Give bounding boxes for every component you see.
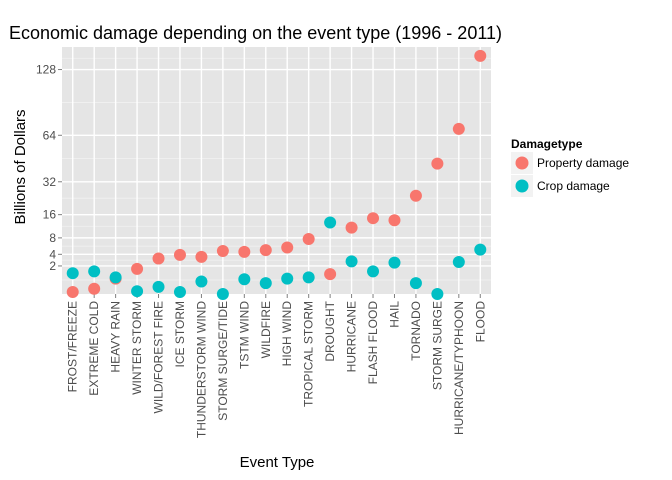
- crop-damage-point: [152, 280, 165, 293]
- x-tick-label: EXTREME COLD: [87, 301, 101, 396]
- property-damage-point: [66, 286, 79, 299]
- crop-damage-point: [195, 275, 208, 288]
- x-tick-label: STORM SURGE/TIDE: [216, 301, 230, 421]
- legend-swatch: [515, 179, 529, 193]
- crop-damage-point: [409, 277, 422, 290]
- crop-damage-point: [324, 216, 337, 229]
- legend-label: Crop damage: [537, 179, 610, 193]
- chart-title: Economic damage depending on the event t…: [9, 23, 502, 43]
- property-damage-point: [131, 262, 144, 275]
- x-tick-label: DROUGHT: [323, 300, 337, 361]
- property-damage-point: [345, 221, 358, 234]
- data-points: [66, 49, 487, 300]
- legend-items: Property damage Crop damage: [511, 152, 629, 197]
- y-axis-title: Billions of Dollars: [12, 109, 29, 224]
- legend-title: Damagetype: [511, 137, 583, 151]
- crop-damage-point: [259, 277, 272, 290]
- x-axis-title: Event Type: [240, 454, 315, 471]
- property-damage-point: [238, 245, 251, 258]
- crop-damage-point: [281, 272, 294, 285]
- x-tick-label: HURRICANE: [345, 301, 359, 372]
- crop-damage-point: [431, 288, 444, 300]
- crop-damage-point: [216, 288, 229, 300]
- y-tick-label: 128: [36, 63, 56, 77]
- crop-damage-point: [131, 285, 144, 298]
- crop-damage-point: [88, 265, 101, 278]
- property-damage-point: [409, 189, 422, 202]
- legend-swatch: [515, 156, 529, 170]
- x-tick-label: FLOOD: [473, 301, 487, 343]
- crop-damage-point: [345, 255, 358, 268]
- property-damage-point: [152, 252, 165, 265]
- y-tick-label: 16: [43, 208, 57, 222]
- x-tick-label: TORNADO: [409, 301, 423, 361]
- crop-damage-point: [367, 265, 380, 278]
- x-tick-label: TROPICAL STORM: [302, 301, 316, 407]
- property-damage-point: [281, 241, 294, 254]
- property-damage-point: [259, 244, 272, 257]
- property-damage-point: [474, 49, 487, 62]
- y-tick-label: 8: [49, 231, 56, 245]
- x-tick-label: HIGH WIND: [280, 301, 294, 367]
- minor-gridlines: [62, 57, 491, 281]
- property-damage-point: [367, 212, 380, 225]
- property-damage-point: [173, 248, 186, 261]
- x-tick-label: WILD/FOREST FIRE: [152, 301, 166, 413]
- x-tick-label: STORM SURGE: [430, 301, 444, 390]
- x-tick-label: HEAVY RAIN: [109, 301, 123, 373]
- property-damage-point: [88, 282, 101, 295]
- legend: Damagetype Property damage Crop damage: [511, 137, 629, 197]
- property-damage-point: [431, 157, 444, 170]
- legend-label: Property damage: [537, 156, 629, 170]
- y-tick-label: 32: [43, 175, 57, 189]
- property-damage-point: [388, 214, 401, 227]
- crop-damage-point: [388, 256, 401, 269]
- property-damage-point: [452, 122, 465, 135]
- y-tick-label: 2: [49, 259, 56, 273]
- crop-damage-point: [173, 286, 186, 299]
- crop-damage-point: [238, 273, 251, 286]
- x-tick-label: ICE STORM: [173, 301, 187, 367]
- x-tick-label: WINTER STORM: [130, 301, 144, 395]
- property-damage-point: [324, 268, 337, 281]
- x-tick-label: FROST/FREEZE: [66, 301, 80, 392]
- crop-damage-point: [109, 271, 122, 284]
- x-tick-label: THUNDERSTORM WIND: [194, 301, 208, 438]
- x-tick-label: TSTM WIND: [237, 301, 251, 369]
- x-tick-label: FLASH FLOOD: [366, 301, 380, 385]
- y-axis-ticks: 24 8 16 32 64 128: [36, 63, 62, 273]
- x-tick-label: HURRICANE/TYPHOON: [452, 301, 466, 435]
- crop-damage-point: [452, 256, 465, 269]
- y-tick-label: 4: [49, 247, 56, 261]
- y-tick-label: 64: [43, 128, 57, 142]
- property-damage-point: [302, 232, 315, 245]
- crop-damage-point: [302, 271, 315, 284]
- property-damage-point: [216, 244, 229, 257]
- crop-damage-point: [66, 267, 79, 280]
- plot-panel: [62, 47, 491, 294]
- crop-damage-point: [474, 243, 487, 256]
- x-axis-ticks: FROST/FREEZE EXTREME COLD HEAVY RAIN WINTER…: [66, 294, 487, 438]
- property-damage-point: [195, 250, 208, 263]
- x-tick-label: WILDFIRE: [259, 301, 273, 358]
- x-tick-label: HAIL: [387, 301, 401, 328]
